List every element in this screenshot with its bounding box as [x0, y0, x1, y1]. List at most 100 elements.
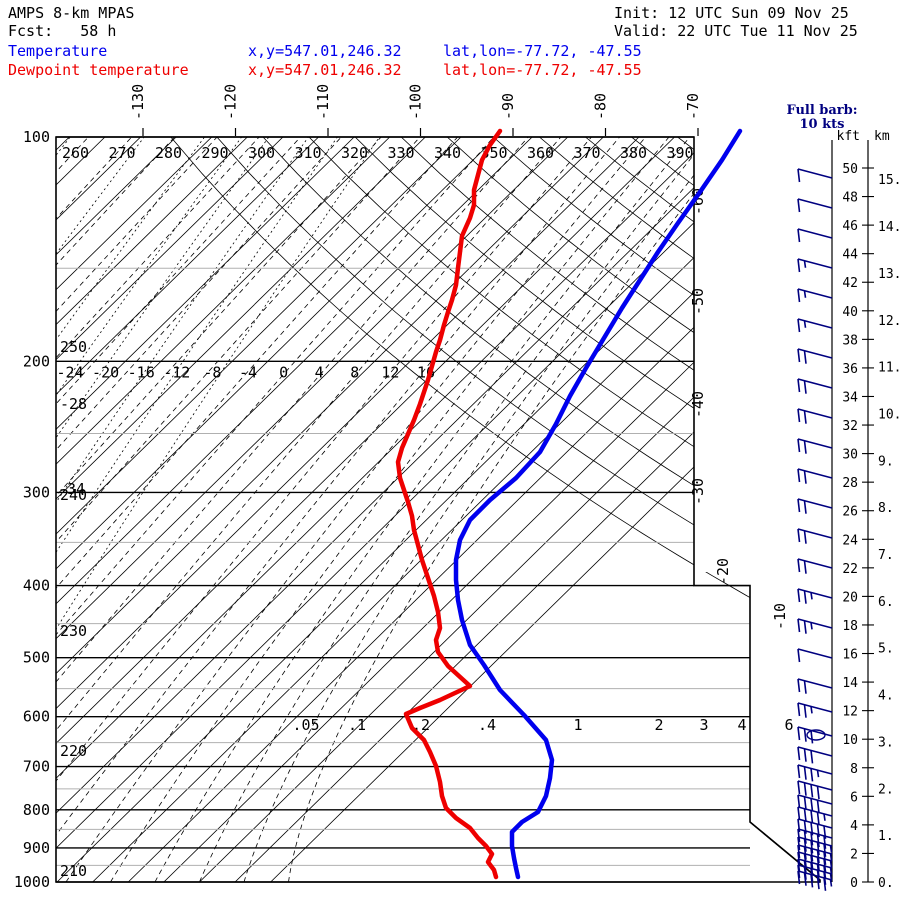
wind-barb[interactable]	[797, 870, 833, 891]
calm-wind-symbol	[806, 729, 826, 741]
dewpoint-xy: x,y=547.01,246.32	[248, 61, 402, 79]
wind-barb[interactable]	[797, 168, 833, 183]
wind-barb[interactable]	[797, 678, 833, 694]
theta-label-top: 390	[667, 144, 694, 162]
wind-barb-column[interactable]	[797, 168, 833, 891]
forecast-hour: Fcst: 58 h	[8, 22, 117, 40]
wind-barb[interactable]	[797, 318, 833, 333]
kft-tick-label: 40	[842, 305, 858, 320]
kft-tick-label: 30	[842, 448, 858, 463]
top-temperature-label: -120	[222, 84, 240, 120]
wind-barb[interactable]	[797, 806, 833, 826]
mixing-ratio-label: .4	[478, 716, 496, 734]
theta-label-top: 310	[295, 144, 322, 162]
kft-tick-label: 42	[842, 276, 858, 291]
km-tick-label: 8.	[878, 501, 894, 516]
model-title: AMPS 8-km MPAS	[8, 4, 135, 22]
moist-adiabat-lines	[56, 137, 738, 882]
theta-label-left: 230	[60, 622, 87, 640]
theta-label-left: 220	[60, 742, 87, 760]
temperature-tick-label: 8	[350, 363, 359, 381]
km-tick-label: 10.	[878, 407, 900, 422]
mixing-ratio-lines	[56, 137, 380, 882]
wind-barb[interactable]	[797, 726, 833, 744]
wind-barb[interactable]	[797, 228, 833, 243]
wind-barb[interactable]	[797, 588, 833, 604]
top-temperature-label: -80	[592, 93, 610, 120]
wind-barb[interactable]	[797, 828, 833, 849]
wind-barb[interactable]	[797, 288, 833, 303]
pressure-tick-label: 700	[23, 758, 50, 776]
theta-label-top: 270	[109, 144, 136, 162]
wind-barb[interactable]	[797, 836, 833, 857]
plot-frame	[55, 128, 874, 883]
theta-label-top: 280	[155, 144, 182, 162]
theta-label-top: 260	[62, 144, 89, 162]
wind-barb[interactable]	[797, 498, 833, 514]
mixing-ratio-label: .05	[292, 716, 319, 734]
pressure-tick-label: 100	[23, 128, 50, 146]
mixing-ratio-label: 2	[654, 716, 663, 734]
valid-time: Valid: 22 UTC Tue 11 Nov 25	[614, 22, 858, 40]
wind-barb[interactable]	[797, 780, 833, 800]
wind-barb[interactable]	[797, 764, 833, 782]
wind-barb[interactable]	[797, 408, 833, 424]
kft-tick-label: 44	[842, 248, 858, 263]
right-temperature-label: -60	[689, 188, 707, 215]
km-axis-header: km	[874, 129, 890, 144]
wind-barb[interactable]	[797, 198, 833, 213]
wind-barb[interactable]	[797, 746, 833, 764]
init-time: Init: 12 UTC Sun 09 Nov 25	[614, 4, 849, 22]
km-tick-label: 1.	[878, 829, 894, 844]
pressure-tick-label: 300	[23, 483, 50, 501]
mixing-ratio-label: .1	[348, 716, 366, 734]
km-tick-label: 0.	[878, 876, 894, 891]
km-tick-label: 14.	[878, 220, 900, 235]
temperature-legend-label: Temperature	[8, 42, 108, 60]
wind-barb[interactable]	[797, 528, 833, 544]
theta-label-top: 360	[527, 144, 554, 162]
wind-barb[interactable]	[797, 558, 833, 574]
mixing-ratio-label: 6	[784, 716, 793, 734]
wind-barb[interactable]	[797, 468, 833, 484]
skew-isotherm-lines	[56, 137, 820, 882]
wind-barb[interactable]	[797, 702, 833, 718]
wind-barb[interactable]	[797, 794, 833, 814]
wind-barb[interactable]	[797, 648, 833, 663]
kft-tick-label: 34	[842, 390, 858, 405]
kft-tick-label: 38	[842, 333, 858, 348]
temperature-tick-label: -20	[92, 363, 119, 381]
temperature-tick-label: -24	[56, 363, 83, 381]
theta-label-left: 250	[60, 338, 87, 356]
km-tick-label: 7.	[878, 548, 894, 563]
wind-barb[interactable]	[797, 844, 833, 865]
kft-tick-label: 18	[842, 619, 858, 634]
kft-tick-label: 28	[842, 476, 858, 491]
dewpoint-profile-line	[395, 128, 503, 880]
wind-barb[interactable]	[797, 438, 833, 454]
wind-barb[interactable]	[797, 378, 833, 394]
kft-tick-label: 36	[842, 362, 858, 377]
isobar-lines	[56, 136, 750, 883]
kft-tick-label: 20	[842, 590, 858, 605]
theta-label-top: 380	[620, 144, 647, 162]
km-tick-label: 2.	[878, 782, 894, 797]
isotherm-label-left: -28	[60, 395, 87, 413]
kft-tick-label: 24	[842, 533, 858, 548]
mixing-ratio-label: 1	[573, 716, 582, 734]
sounding-curves	[395, 128, 743, 880]
kft-tick-label: 22	[842, 562, 858, 577]
right-temperature-label: -20	[714, 558, 732, 585]
pressure-tick-label: 800	[23, 801, 50, 819]
pressure-tick-label: 600	[23, 708, 50, 726]
kft-tick-label: 50	[842, 162, 858, 177]
pressure-tick-label: 200	[23, 352, 50, 370]
kft-tick-label: 14	[842, 676, 858, 691]
wind-barb[interactable]	[797, 258, 833, 273]
wind-barb[interactable]	[797, 348, 833, 364]
theta-label-top: 370	[574, 144, 601, 162]
wind-barb[interactable]	[797, 618, 833, 634]
top-temperature-label: -110	[314, 84, 332, 120]
temperature-tick-label: -4	[239, 363, 257, 381]
